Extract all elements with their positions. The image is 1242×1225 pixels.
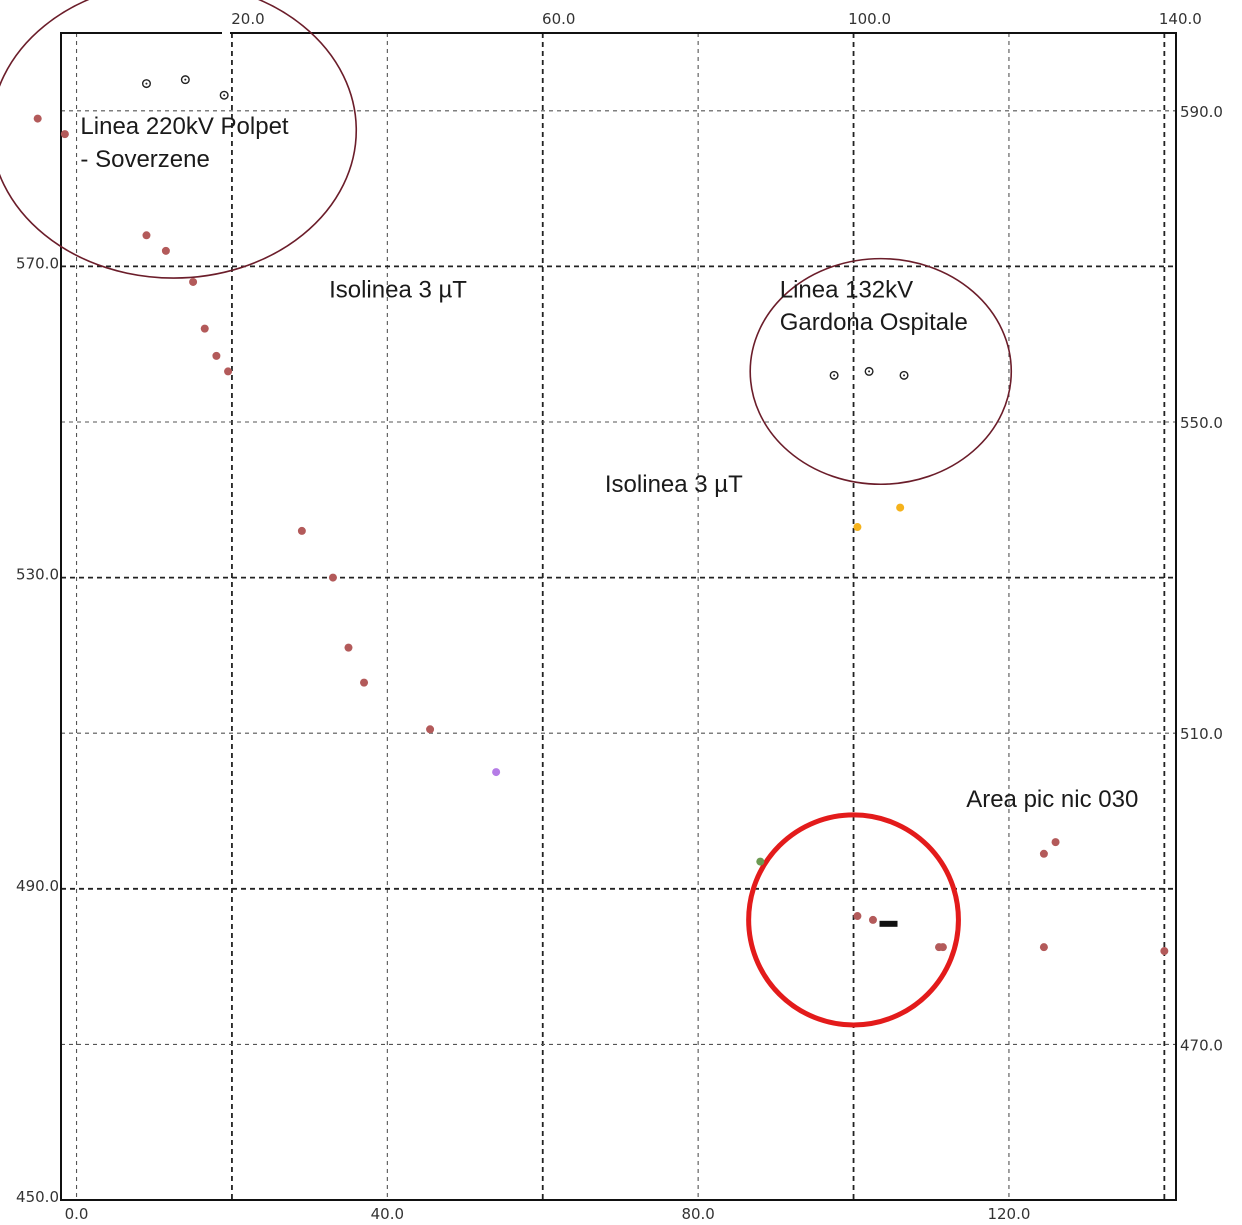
tick-labels: 0.0 40.0 80.0 120.0 20.0 60.0 100.0 140.0 450.0 4… xyxy=(16,10,1223,1223)
x-tick-label-top: 140.0 xyxy=(1159,10,1202,28)
data-point xyxy=(896,503,905,512)
x-tick-label-bottom: 40.0 xyxy=(371,1205,404,1223)
data-point xyxy=(344,643,353,652)
x-tick-label-top: 100.0 xyxy=(848,10,891,28)
data-point xyxy=(212,351,221,360)
annotation-label: Isolinea 3 µT xyxy=(605,471,743,498)
isoline-circle xyxy=(746,812,961,1028)
data-point-open-center xyxy=(145,82,148,85)
plot-frame xyxy=(60,32,1177,1201)
data-point xyxy=(492,768,501,777)
x-tick-label-bottom: 0.0 xyxy=(65,1205,89,1223)
frame-gap xyxy=(222,30,230,38)
x-tick-label-bottom: 120.0 xyxy=(987,1205,1030,1223)
data-point xyxy=(224,367,233,376)
annotation-label: Isolinea 3 µT xyxy=(329,277,467,304)
y-tick-label-right: 550.0 xyxy=(1180,414,1223,432)
data-point xyxy=(1039,849,1048,858)
annotation-label: Area pic nic 030 xyxy=(966,786,1138,813)
y-tick-label-left: 570.0 xyxy=(16,254,59,272)
x-tick-label-bottom: 80.0 xyxy=(681,1205,714,1223)
data-point xyxy=(189,277,198,286)
data-point xyxy=(161,246,170,255)
x-tick-label-top: 20.0 xyxy=(231,10,264,28)
data-point-open-center xyxy=(184,78,187,81)
data-point xyxy=(756,857,765,866)
data-point-dash xyxy=(879,920,898,927)
y-tick-label-left: 530.0 xyxy=(16,566,59,584)
data-point xyxy=(1160,947,1169,956)
annotations: Linea 220kV Polpet - Soverzene Isolinea 3 … xyxy=(80,113,1138,813)
data-point xyxy=(60,130,69,139)
data-point xyxy=(328,573,337,582)
x-tick-label-top: 60.0 xyxy=(542,10,575,28)
grid-lines xyxy=(61,33,1176,1200)
data-point xyxy=(200,324,209,333)
data-point xyxy=(297,526,306,535)
y-tick-label-left: 450.0 xyxy=(16,1188,59,1206)
data-point-open-center xyxy=(868,370,871,373)
data-point xyxy=(1051,838,1060,847)
y-tick-label-left: 490.0 xyxy=(16,877,59,895)
y-tick-label-right: 510.0 xyxy=(1180,725,1223,743)
y-tick-label-right: 470.0 xyxy=(1180,1036,1223,1054)
data-point xyxy=(142,231,151,240)
isoline-circles xyxy=(0,0,1013,1028)
annotation-label: Linea 132kV xyxy=(780,277,913,304)
annotation-label: - Soverzene xyxy=(80,146,209,173)
data-point xyxy=(853,523,862,532)
annotation-label: Linea 220kV Polpet xyxy=(80,113,288,140)
y-tick-label-right: 590.0 xyxy=(1180,103,1223,121)
isoline-circle xyxy=(0,0,358,279)
data-point-open-center xyxy=(903,374,906,377)
isoline-circle xyxy=(749,257,1013,486)
data-point-open-center xyxy=(223,94,226,97)
data-point xyxy=(868,915,877,924)
data-point xyxy=(938,943,947,952)
data-point xyxy=(360,678,369,687)
data-point xyxy=(853,912,862,921)
data-points xyxy=(33,75,1169,956)
annotation-label: Gardona Ospitale xyxy=(780,309,968,336)
data-point xyxy=(426,725,435,734)
data-point xyxy=(1039,943,1048,952)
data-point-open-center xyxy=(833,374,836,377)
data-point xyxy=(33,114,42,123)
